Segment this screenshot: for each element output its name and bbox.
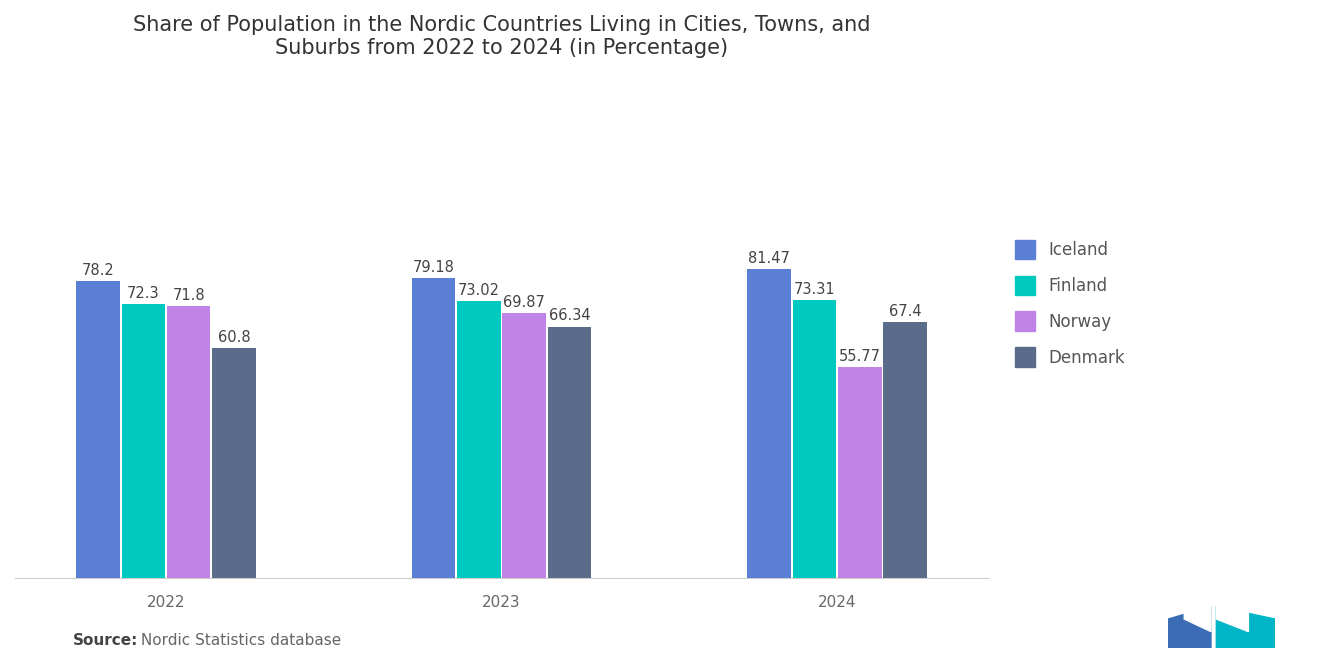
Text: 73.02: 73.02 xyxy=(458,283,500,298)
Title: Share of Population in the Nordic Countries Living in Cities, Towns, and
Suburbs: Share of Population in the Nordic Countr… xyxy=(133,15,870,59)
Text: 60.8: 60.8 xyxy=(218,329,251,344)
Bar xyxy=(747,269,791,579)
Polygon shape xyxy=(1216,606,1275,648)
Bar xyxy=(457,301,500,579)
Text: Nordic Statistics database: Nordic Statistics database xyxy=(136,633,341,648)
Bar xyxy=(412,278,455,579)
Polygon shape xyxy=(1168,606,1210,648)
Text: 81.47: 81.47 xyxy=(748,251,791,266)
Text: 73.31: 73.31 xyxy=(793,282,836,297)
Polygon shape xyxy=(1216,606,1249,632)
Bar xyxy=(166,306,210,579)
Bar xyxy=(503,313,546,579)
Bar xyxy=(77,281,120,579)
Text: 71.8: 71.8 xyxy=(173,288,205,303)
Bar xyxy=(121,304,165,579)
Bar xyxy=(213,348,256,579)
Text: 67.4: 67.4 xyxy=(888,305,921,319)
Bar xyxy=(793,300,837,579)
Text: 66.34: 66.34 xyxy=(549,309,590,323)
Bar xyxy=(883,323,927,579)
Text: 79.18: 79.18 xyxy=(413,260,454,275)
Text: 55.77: 55.77 xyxy=(838,348,880,364)
Legend: Iceland, Finland, Norway, Denmark: Iceland, Finland, Norway, Denmark xyxy=(1006,231,1133,375)
Text: 72.3: 72.3 xyxy=(127,286,160,301)
Bar xyxy=(838,366,882,579)
Text: 69.87: 69.87 xyxy=(503,295,545,310)
Polygon shape xyxy=(1184,606,1210,632)
Bar xyxy=(548,327,591,579)
Text: 78.2: 78.2 xyxy=(82,263,115,279)
Text: Source:: Source: xyxy=(73,633,139,648)
